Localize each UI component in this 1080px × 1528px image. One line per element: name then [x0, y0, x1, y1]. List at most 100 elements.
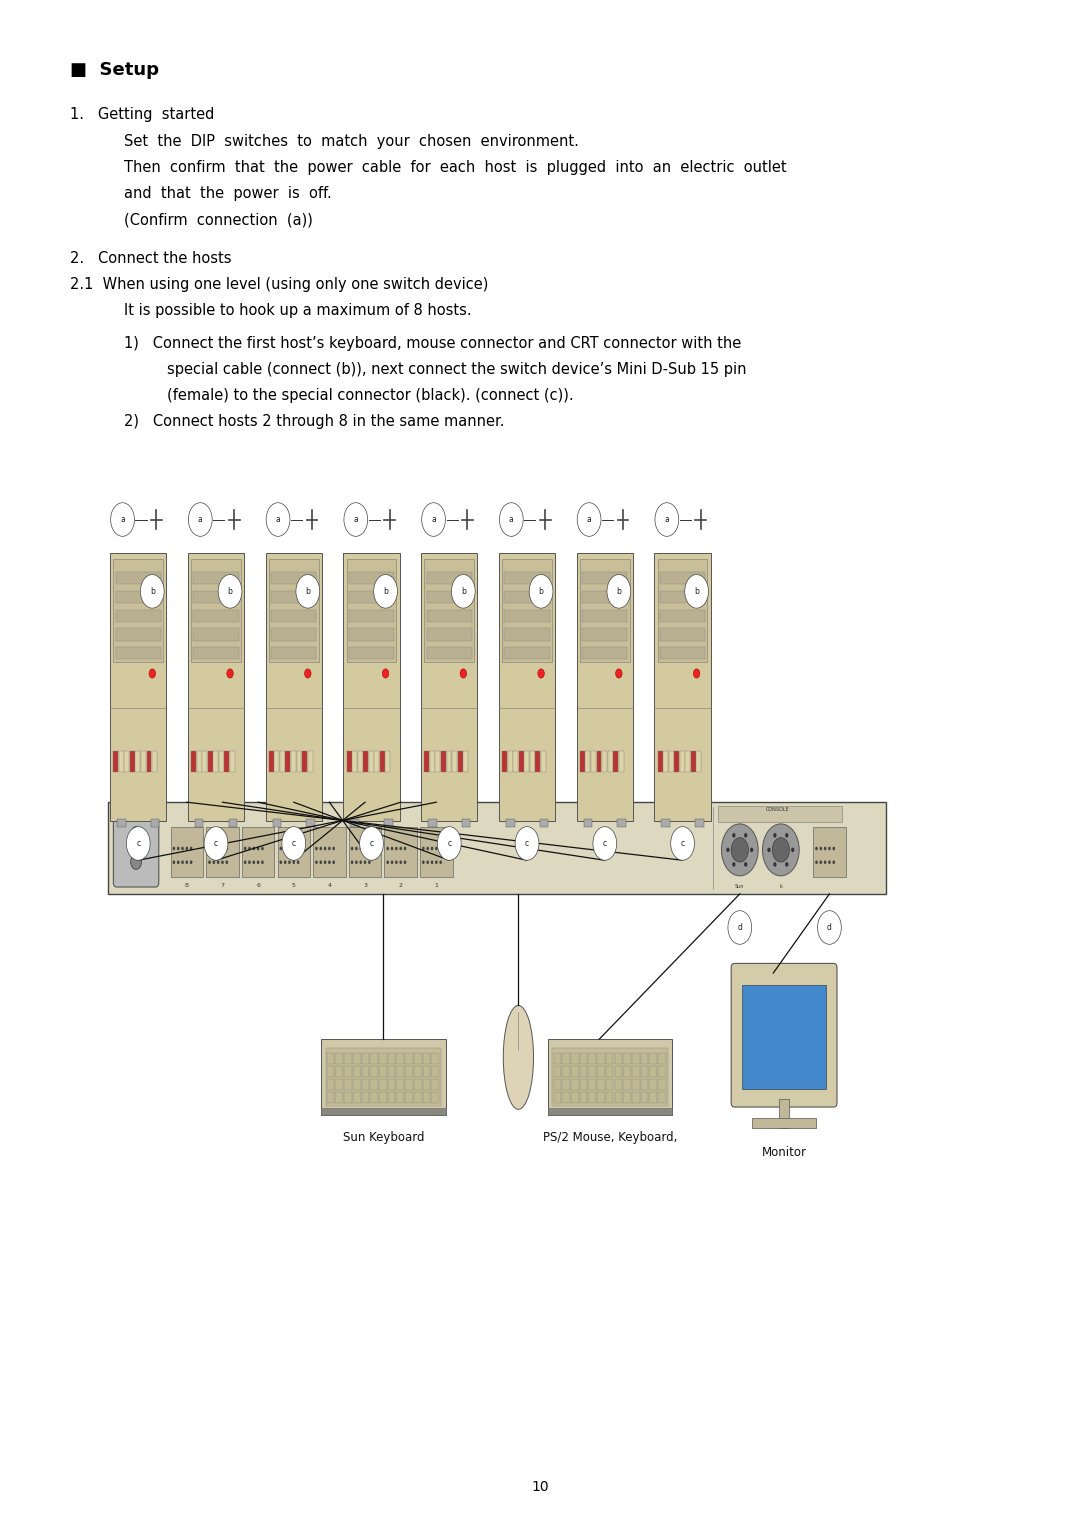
Text: Set  the  DIP  switches  to  match  your  chosen  environment.: Set the DIP switches to match your chose…: [124, 134, 579, 150]
Text: b: b: [461, 587, 465, 596]
Bar: [571, 1079, 579, 1091]
Bar: [597, 1067, 605, 1077]
Text: c: c: [680, 839, 685, 848]
Bar: [649, 1079, 657, 1091]
Bar: [554, 1091, 562, 1103]
Circle shape: [266, 503, 289, 536]
Bar: [386, 750, 390, 772]
Bar: [396, 1053, 404, 1063]
Bar: [414, 1091, 421, 1103]
Text: a: a: [120, 515, 125, 524]
Bar: [431, 1079, 438, 1091]
Bar: [362, 1053, 369, 1063]
Bar: [271, 610, 316, 622]
Bar: [116, 591, 161, 604]
Bar: [116, 610, 161, 622]
Circle shape: [538, 669, 544, 678]
Bar: [362, 1067, 369, 1077]
Bar: [405, 1067, 413, 1077]
FancyBboxPatch shape: [322, 1039, 446, 1115]
FancyBboxPatch shape: [349, 827, 381, 877]
Circle shape: [208, 847, 211, 850]
Bar: [379, 1053, 387, 1063]
Bar: [370, 1053, 378, 1063]
Bar: [349, 646, 394, 660]
Bar: [779, 1099, 789, 1128]
Text: c: c: [136, 839, 140, 848]
Text: d: d: [738, 923, 742, 932]
FancyBboxPatch shape: [384, 827, 417, 877]
Circle shape: [422, 847, 424, 850]
Circle shape: [253, 860, 255, 865]
Circle shape: [217, 860, 219, 865]
Circle shape: [282, 827, 306, 860]
Bar: [502, 559, 552, 663]
Bar: [362, 1091, 369, 1103]
Bar: [388, 1053, 395, 1063]
Text: 8: 8: [185, 883, 189, 888]
Bar: [602, 750, 607, 772]
Bar: [427, 628, 472, 640]
Circle shape: [744, 862, 747, 866]
FancyBboxPatch shape: [188, 553, 244, 821]
Text: c: c: [369, 839, 374, 848]
Circle shape: [387, 847, 389, 850]
Text: Sun: Sun: [735, 885, 744, 889]
Circle shape: [131, 854, 141, 869]
Bar: [658, 1053, 665, 1063]
Circle shape: [400, 860, 402, 865]
Text: b: b: [306, 587, 310, 596]
Bar: [347, 559, 396, 663]
Bar: [388, 1091, 395, 1103]
Bar: [582, 646, 627, 660]
Circle shape: [593, 827, 617, 860]
Circle shape: [190, 847, 192, 850]
Bar: [405, 1053, 413, 1063]
Bar: [571, 1091, 579, 1103]
Circle shape: [181, 860, 184, 865]
Circle shape: [833, 860, 835, 865]
Bar: [580, 1079, 588, 1091]
Bar: [632, 1079, 639, 1091]
Bar: [563, 1053, 570, 1063]
Bar: [658, 1079, 665, 1091]
Circle shape: [451, 575, 475, 608]
Circle shape: [355, 860, 357, 865]
FancyBboxPatch shape: [266, 553, 322, 821]
Circle shape: [815, 847, 818, 850]
Bar: [697, 750, 701, 772]
Circle shape: [685, 575, 708, 608]
Bar: [663, 750, 669, 772]
Circle shape: [762, 824, 799, 876]
Bar: [582, 628, 627, 640]
Bar: [606, 1053, 613, 1063]
Circle shape: [131, 827, 141, 842]
FancyBboxPatch shape: [278, 827, 310, 877]
Circle shape: [364, 860, 366, 865]
Circle shape: [404, 847, 406, 850]
FancyBboxPatch shape: [421, 553, 477, 821]
Bar: [640, 1053, 648, 1063]
Bar: [379, 1067, 387, 1077]
Circle shape: [186, 860, 188, 865]
Circle shape: [818, 911, 841, 944]
Circle shape: [355, 847, 357, 850]
Bar: [396, 1067, 404, 1077]
Text: c: c: [525, 839, 529, 848]
Text: k: k: [780, 885, 782, 889]
Circle shape: [131, 840, 141, 856]
Bar: [589, 1091, 596, 1103]
Bar: [504, 571, 550, 584]
Bar: [632, 1053, 639, 1063]
Circle shape: [400, 847, 402, 850]
Bar: [151, 819, 160, 827]
Text: d: d: [827, 923, 832, 932]
Circle shape: [721, 824, 758, 876]
Text: 1.   Getting  started: 1. Getting started: [70, 107, 215, 122]
Bar: [349, 591, 394, 604]
Bar: [679, 750, 685, 772]
Bar: [414, 1079, 421, 1091]
Circle shape: [773, 862, 777, 866]
Bar: [353, 1091, 361, 1103]
FancyBboxPatch shape: [813, 827, 846, 877]
